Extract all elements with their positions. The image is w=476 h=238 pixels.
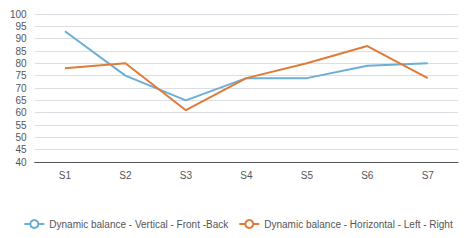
svg-text:95: 95 [16,21,28,32]
svg-text:40: 40 [16,157,28,168]
svg-text:S5: S5 [301,170,314,181]
svg-text:Dynamic balance - Vertical - F: Dynamic balance - Vertical - Front -Back [49,219,229,230]
svg-text:55: 55 [16,120,28,131]
svg-text:S2: S2 [119,170,132,181]
svg-text:S3: S3 [180,170,193,181]
svg-text:70: 70 [16,83,28,94]
svg-text:60: 60 [16,107,28,118]
svg-text:100: 100 [10,9,27,20]
svg-text:50: 50 [16,132,28,143]
svg-text:Dynamic balance - Horizontal -: Dynamic balance - Horizontal - Left - Ri… [264,219,453,230]
svg-text:45: 45 [16,144,28,155]
svg-text:S4: S4 [240,170,253,181]
svg-text:90: 90 [16,33,28,44]
svg-text:S6: S6 [361,170,374,181]
svg-text:80: 80 [16,58,28,69]
svg-text:S1: S1 [59,170,72,181]
svg-text:75: 75 [16,70,28,81]
svg-text:85: 85 [16,46,28,57]
svg-text:65: 65 [16,95,28,106]
svg-text:S7: S7 [422,170,435,181]
